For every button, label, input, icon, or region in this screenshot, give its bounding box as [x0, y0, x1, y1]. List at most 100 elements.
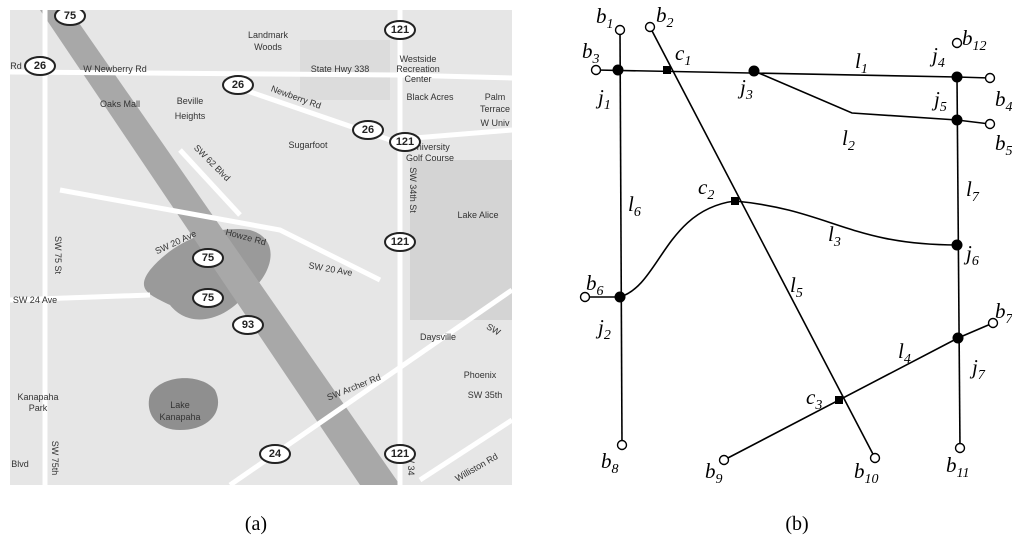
junction-dot [952, 240, 963, 251]
node-label-subscript: 1 [607, 17, 614, 32]
boundary-node [953, 39, 962, 48]
node-label: b8 [601, 449, 619, 477]
node-label: b5 [995, 131, 1012, 159]
edge-label: l1 [855, 49, 868, 77]
node-label-subscript: 1 [604, 98, 611, 113]
node-label: c3 [806, 385, 822, 413]
node-label: c1 [675, 41, 691, 69]
node-label-letter: j [963, 241, 972, 265]
shield-number: 26 [362, 124, 374, 136]
edge-label: l7 [966, 177, 980, 205]
node-label-subscript: 11 [957, 466, 970, 481]
node-label: b6 [586, 271, 604, 299]
junction-square [731, 197, 739, 205]
edge-label: l6 [628, 192, 641, 220]
boundary-node [720, 456, 729, 465]
node-label: j2 [595, 315, 611, 343]
node-label-subscript: 7 [978, 368, 986, 383]
node-label-letter: j [595, 85, 604, 109]
shield-number: 121 [396, 136, 414, 148]
edge-label-subscript: 4 [904, 352, 911, 367]
edge-line [754, 71, 957, 120]
graph-edges [585, 27, 993, 460]
junction-dot [952, 115, 963, 126]
edge-label-subscript: 5 [796, 286, 803, 301]
map-label: State Hwy 338 [311, 64, 370, 74]
map-label: Sugarfoot [288, 140, 328, 150]
node-label-letter: j [737, 75, 746, 99]
map-label: Woods [254, 42, 282, 52]
node-label-subscript: 10 [865, 472, 879, 487]
map-label: Rd [10, 61, 22, 71]
shield-number: 121 [391, 236, 409, 248]
edge-label: l5 [790, 273, 803, 301]
shield-number: 24 [269, 448, 282, 460]
edge-label: l4 [898, 339, 911, 367]
node-label-subscript: 5 [1006, 144, 1012, 159]
edge-label-subscript: 6 [634, 205, 641, 220]
node-label-letter: b [946, 453, 957, 477]
shield-number: 75 [202, 252, 214, 264]
shield-number: 26 [34, 60, 46, 72]
boundary-node [956, 444, 965, 453]
node-label-letter: b [582, 39, 593, 63]
node-label-subscript: 2 [604, 328, 611, 343]
map-label: Blvd [11, 459, 29, 469]
node-label: b2 [656, 3, 674, 31]
edge-label-subscript: 2 [848, 139, 855, 154]
node-label: b4 [995, 87, 1012, 115]
node-label-subscript: 4 [938, 56, 945, 71]
node-label: j1 [595, 85, 611, 113]
edge-label: l2 [842, 126, 855, 154]
map-label: SW 24 Ave [13, 295, 57, 305]
map-label: SW 75th [50, 441, 60, 476]
junction-dot [749, 66, 760, 77]
node-label-subscript: 7 [1006, 312, 1012, 327]
edge-line [724, 323, 993, 460]
node-label-subscript: 2 [667, 16, 674, 31]
campus-area [410, 160, 512, 320]
map-label: SW 75 St [53, 236, 63, 275]
node-label-letter: j [969, 355, 978, 379]
map-label: Palm [485, 92, 506, 102]
node-label: b9 [705, 459, 723, 487]
figure: LandmarkWoodsW Newberry RdState Hwy 338W… [0, 0, 1012, 544]
node-label: b3 [582, 39, 600, 67]
junction-dot [615, 292, 626, 303]
node-label: c2 [698, 175, 714, 203]
node-label-subscript: 3 [745, 88, 753, 103]
shield-number: 121 [391, 24, 409, 36]
edge-line [650, 27, 875, 458]
node-label: j7 [969, 355, 986, 383]
node-label-letter: j [931, 87, 940, 111]
junction-dot [613, 65, 624, 76]
node-label-subscript: 6 [972, 254, 979, 269]
node-label-subscript: 8 [612, 462, 619, 477]
map-label: SW 35th [468, 390, 503, 400]
caption: (b) [785, 513, 808, 535]
junction-square [663, 66, 671, 74]
shield-number: 26 [232, 79, 244, 91]
node-label: j5 [931, 87, 947, 115]
node-label-subscript: 1 [684, 54, 691, 69]
boundary-node [618, 441, 627, 450]
map-label: Lake [170, 400, 190, 410]
node-label: b12 [962, 26, 987, 54]
node-label-subscript: 4 [1006, 100, 1012, 115]
node-label: j6 [963, 241, 979, 269]
map-label: Beville [177, 96, 204, 106]
map-label: Landmark [248, 30, 289, 40]
node-label-letter: b [705, 459, 716, 483]
node-label-subscript: 9 [716, 472, 723, 487]
map-label: W Univ [481, 118, 510, 128]
map: LandmarkWoodsW Newberry RdState Hwy 338W… [10, 7, 512, 485]
map-label: Park [29, 403, 48, 413]
node-label: b10 [854, 459, 879, 487]
edge-label-subscript: 1 [861, 62, 868, 77]
map-label: Black Acres [406, 92, 454, 102]
map-label: SW 34th St [408, 167, 418, 213]
node-label: j4 [929, 43, 945, 71]
shield-number: 121 [391, 448, 409, 460]
map-label: Recreation [396, 64, 440, 74]
node-label: b1 [596, 4, 614, 32]
